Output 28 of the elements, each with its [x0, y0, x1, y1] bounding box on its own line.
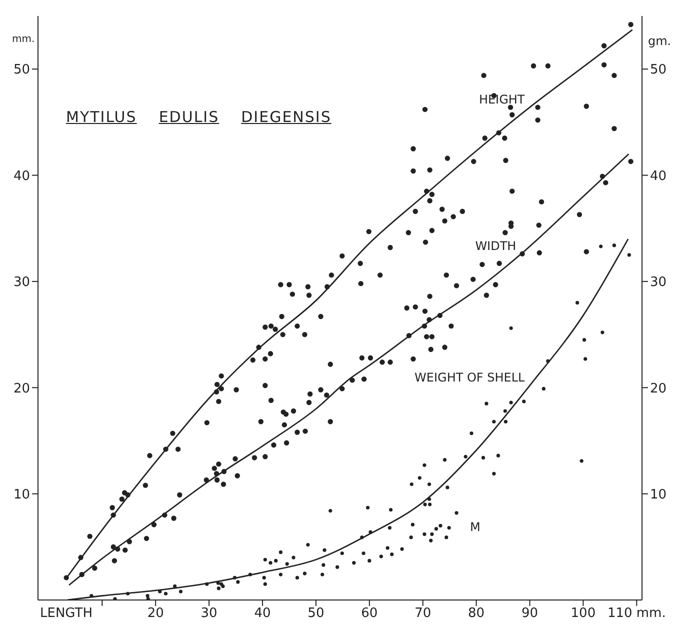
series-label: WIDTH	[475, 238, 516, 253]
annotation: M	[470, 520, 480, 534]
y2-tick-label: 50	[650, 62, 667, 78]
y2-tick-label: 20	[650, 381, 667, 396]
y2-tick-label: 10	[650, 487, 667, 502]
y-tick-label: 10	[13, 487, 30, 502]
chart-title: MYTILUS EDULIS DIEGENSIS	[66, 108, 332, 126]
y-tick-label: 40	[13, 168, 30, 184]
x-axis-title: LENGTH	[40, 606, 93, 621]
y2-tick-label: 40	[650, 168, 667, 184]
y-tick-label: 50	[13, 62, 30, 78]
y2-tick-label: 30	[650, 275, 667, 290]
x-tick-label: 70	[414, 606, 432, 622]
series-label: HEIGHT	[478, 92, 526, 106]
x-tick-label: 110 mm.	[607, 606, 666, 622]
x-tick-label: 80	[468, 606, 485, 622]
x-tick-label: 100	[570, 606, 596, 622]
x-tick-label: 40	[254, 606, 271, 622]
y-tick-label: 20	[13, 381, 30, 396]
y-axis-title: mm.	[12, 34, 35, 45]
x-tick-label: 90	[521, 606, 538, 622]
x-tick-label: 50	[308, 606, 324, 622]
x-tick-label: 60	[361, 606, 378, 622]
y-tick-label: 30	[13, 275, 30, 290]
x-tick-label: 30	[200, 606, 218, 622]
x-tick-label: 20	[147, 606, 164, 622]
series-label: WEIGHT OF SHELL	[414, 370, 526, 385]
y2-axis-title: gm.	[648, 34, 672, 48]
